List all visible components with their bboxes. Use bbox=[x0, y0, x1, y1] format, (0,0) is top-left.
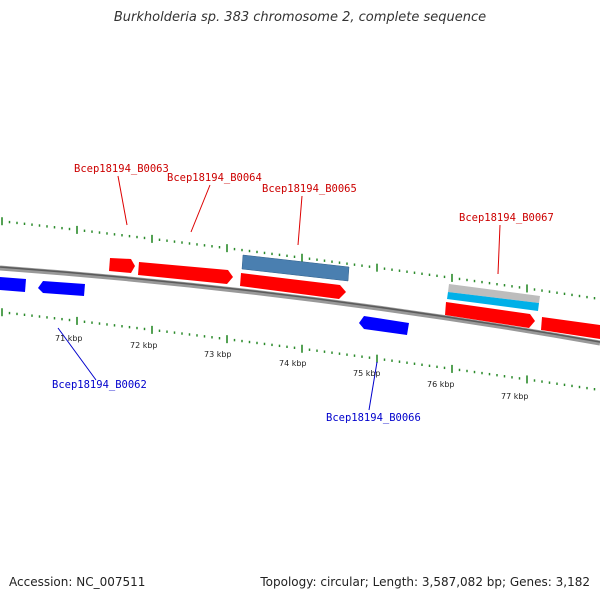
gene-arrow-right-edge[interactable] bbox=[541, 317, 600, 339]
gene-label-bcep18194-b0062[interactable]: Bcep18194_B0062 bbox=[52, 379, 147, 391]
scale-label-73: 73 kbp bbox=[204, 350, 232, 359]
gene-arrow-bcep18194-b0067[interactable] bbox=[445, 302, 535, 328]
reverse-genes bbox=[0, 277, 409, 335]
gene-arrow-left-edge[interactable] bbox=[0, 277, 26, 292]
chromosome-backbone bbox=[0, 265, 600, 346]
gene-label-bcep18194-b0067[interactable]: Bcep18194_B0067 bbox=[459, 212, 554, 224]
gene-label-bcep18194-b0063[interactable]: Bcep18194_B0063 bbox=[74, 163, 169, 175]
scale-label-74: 74 kbp bbox=[279, 359, 307, 368]
feature-bar-cyan[interactable] bbox=[447, 292, 539, 311]
feature-bar-grey[interactable] bbox=[448, 284, 540, 303]
scale-label-77: 77 kbp bbox=[501, 392, 529, 401]
outer-tick-track bbox=[1, 217, 596, 300]
gene-label-bcep18194-b0065[interactable]: Bcep18194_B0065 bbox=[262, 183, 357, 195]
scale-label-71: 71 kbp bbox=[55, 334, 83, 343]
inner-tick-track bbox=[1, 308, 596, 391]
label-leaders bbox=[57, 175, 501, 411]
scale-label-76: 76 kbp bbox=[427, 380, 455, 389]
scale-label-72: 72 kbp bbox=[130, 341, 158, 350]
accession-info: Accession: NC_007511 bbox=[9, 575, 146, 589]
feature-bar-blue[interactable] bbox=[241, 254, 350, 282]
chromosome-backbone-highlight bbox=[0, 266, 600, 343]
gene-label-bcep18194-b0066[interactable]: Bcep18194_B0066 bbox=[326, 412, 421, 424]
gene-arrow-bcep18194-b0062[interactable] bbox=[38, 281, 85, 296]
gene-arrow-bcep18194-b0065[interactable] bbox=[240, 273, 346, 299]
gene-arrow-bcep18194-b0066[interactable] bbox=[359, 316, 409, 335]
gene-label-bcep18194-b0064[interactable]: Bcep18194_B0064 bbox=[167, 172, 262, 184]
gene-arrow-bcep18194-b0064[interactable] bbox=[138, 262, 233, 284]
forward-genes bbox=[109, 258, 600, 339]
gene-arrow-bcep18194-b0063[interactable] bbox=[109, 258, 135, 273]
topology-info: Topology: circular; Length: 3,587,082 bp… bbox=[260, 575, 590, 589]
scale-label-75: 75 kbp bbox=[353, 369, 381, 378]
scale-labels: 71 kbp 72 kbp 73 kbp 74 kbp 75 kbp 76 kb… bbox=[55, 334, 529, 401]
map-title: Burkholderia sp. 383 chromosome 2, compl… bbox=[113, 10, 487, 25]
